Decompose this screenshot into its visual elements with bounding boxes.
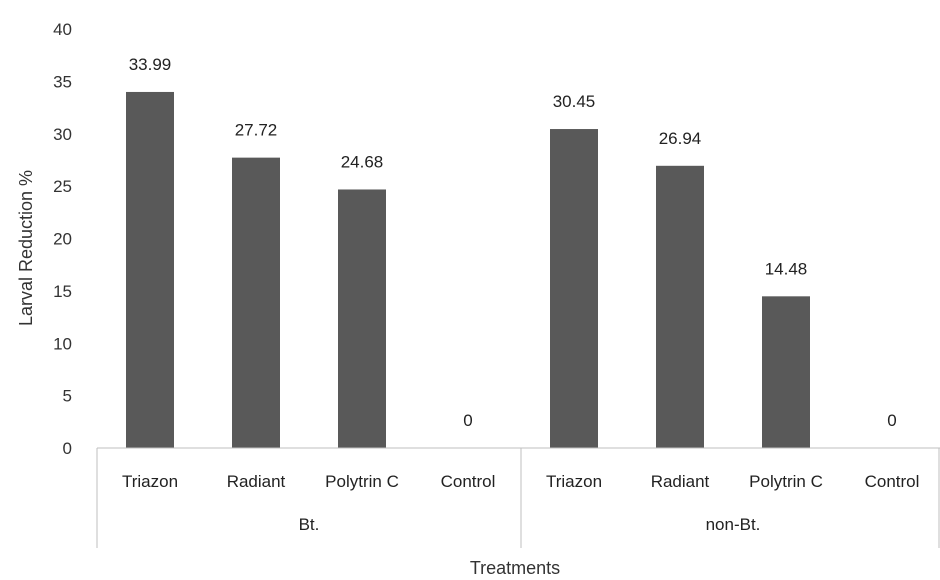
bar — [232, 157, 280, 448]
category-label: Triazon — [546, 472, 602, 491]
y-tick-label: 40 — [53, 20, 72, 39]
y-tick-label: 10 — [53, 334, 72, 353]
category-label: Polytrin C — [325, 472, 399, 491]
bar — [550, 129, 598, 448]
data-label: 26.94 — [659, 129, 702, 148]
data-label: 27.72 — [235, 121, 278, 140]
x-axis-title: Treatments — [470, 558, 560, 578]
bar — [338, 189, 386, 449]
data-labels: 33.99 27.72 24.68 0 30.45 26.94 14.48 0 — [129, 55, 897, 430]
data-label: 0 — [463, 411, 472, 430]
y-tick-label: 25 — [53, 177, 72, 196]
bar — [656, 165, 704, 448]
category-label: Triazon — [122, 472, 178, 491]
data-label: 14.48 — [765, 259, 808, 278]
category-label: Polytrin C — [749, 472, 823, 491]
category-label: Radiant — [651, 472, 710, 491]
category-label: Control — [865, 472, 920, 491]
bar — [762, 296, 810, 448]
category-label: Control — [441, 472, 496, 491]
data-label: 33.99 — [129, 55, 172, 74]
y-tick-label: 5 — [63, 387, 72, 406]
y-tick-label: 15 — [53, 282, 72, 301]
category-label: Radiant — [227, 472, 286, 491]
y-tick-label: 20 — [53, 230, 72, 249]
y-tick-label: 35 — [53, 72, 72, 91]
x-axis: Triazon Radiant Polytrin C Control Bt. Triazo… — [96, 447, 940, 548]
data-label: 30.45 — [553, 92, 596, 111]
bars — [126, 91, 810, 449]
y-axis-ticks: 0 5 10 15 20 25 30 35 40 — [53, 20, 72, 458]
data-label: 24.68 — [341, 152, 384, 171]
y-axis-title: Larval Reduction % — [16, 170, 36, 326]
group-label: Bt. — [299, 515, 320, 534]
data-label: 0 — [887, 411, 896, 430]
y-tick-label: 0 — [63, 439, 72, 458]
bar — [126, 91, 174, 449]
y-tick-label: 30 — [53, 125, 72, 144]
group-label: non-Bt. — [706, 515, 761, 534]
